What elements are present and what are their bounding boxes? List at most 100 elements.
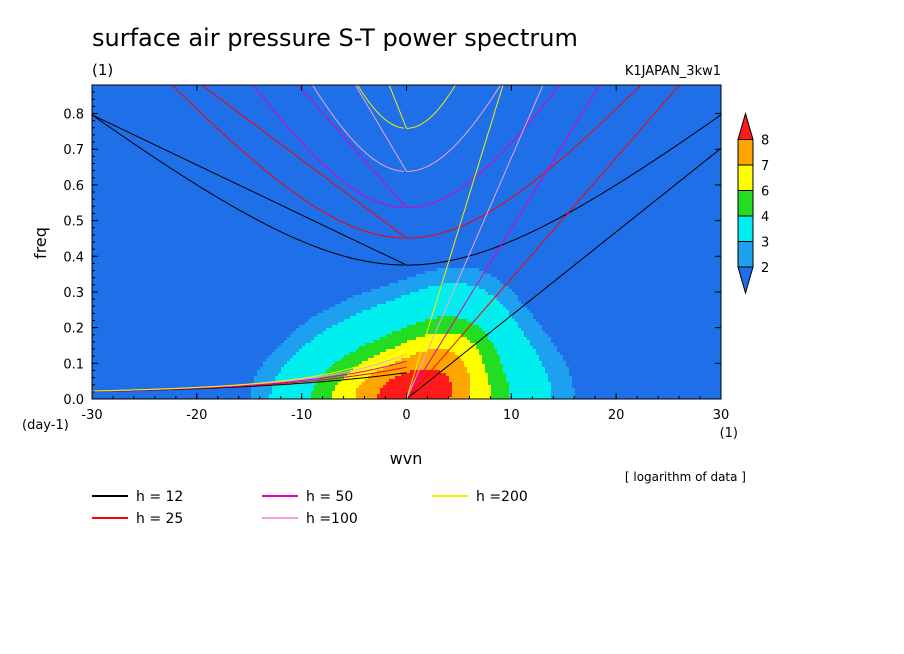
field-cell (188, 295, 192, 299)
field-cell (215, 223, 219, 227)
field-cell (176, 256, 180, 260)
field-cell (179, 280, 183, 284)
field-cell (131, 283, 135, 287)
field-cell (182, 226, 186, 230)
field-cell (182, 328, 186, 332)
field-cell (188, 388, 192, 392)
field-cell (206, 391, 210, 395)
field-cell (146, 358, 150, 362)
field-cell (137, 136, 141, 140)
field-cell (179, 331, 183, 335)
field-cell (221, 397, 225, 399)
field-cell (92, 334, 96, 338)
field-cell (233, 106, 237, 110)
field-cell (176, 124, 180, 128)
field-cell (131, 205, 135, 209)
field-cell (170, 343, 174, 347)
field-cell (188, 184, 192, 188)
field-cell (143, 223, 147, 227)
field-cell (125, 271, 129, 275)
field-cell (161, 391, 165, 395)
field-cell (200, 259, 204, 263)
field-cell (233, 94, 237, 98)
field-cell (212, 133, 216, 137)
field-cell (158, 115, 162, 119)
field-cell (116, 187, 120, 191)
field-cell (164, 328, 168, 332)
field-cell (203, 145, 207, 149)
field-cell (119, 322, 123, 326)
field-cell (221, 307, 225, 311)
field-cell (104, 334, 108, 338)
field-cell (101, 199, 105, 203)
field-cell (113, 346, 117, 350)
field-cell (191, 133, 195, 137)
field-cell (221, 367, 225, 371)
field-cell (176, 172, 180, 176)
field-cell (95, 130, 99, 134)
field-cell (152, 235, 156, 239)
field-cell (137, 355, 141, 359)
field-cell (173, 334, 177, 338)
field-cell (176, 298, 180, 302)
field-cell (173, 328, 177, 332)
field-cell (119, 265, 123, 269)
field-cell (227, 223, 231, 227)
field-cell (215, 304, 219, 308)
field-cell (155, 289, 159, 293)
field-cell (200, 214, 204, 218)
field-cell (155, 322, 159, 326)
field-cell (125, 112, 129, 116)
field-cell (140, 85, 144, 89)
field-cell (98, 373, 102, 377)
field-cell (131, 292, 135, 296)
field-cell (101, 97, 105, 101)
field-cell (191, 340, 195, 344)
field-cell (140, 307, 144, 311)
field-cell (146, 226, 150, 230)
field-cell (212, 166, 216, 170)
field-cell (221, 133, 225, 137)
field-cell (104, 88, 108, 92)
field-cell (170, 157, 174, 161)
field-cell (101, 304, 105, 308)
field-cell (146, 208, 150, 212)
field-cell (131, 88, 135, 92)
field-cell (119, 109, 123, 113)
field-cell (185, 136, 189, 140)
field-cell (155, 142, 159, 146)
field-cell (155, 337, 159, 341)
field-cell (179, 247, 183, 251)
field-cell (134, 373, 138, 377)
field-cell (182, 163, 186, 167)
field-cell (110, 142, 114, 146)
field-cell (137, 328, 141, 332)
field-cell (167, 139, 171, 143)
field-cell (215, 166, 219, 170)
field-cell (125, 397, 129, 399)
field-cell (101, 142, 105, 146)
field-cell (194, 265, 198, 269)
field-cell (158, 334, 162, 338)
field-cell (191, 388, 195, 392)
field-cell (233, 262, 237, 266)
field-cell (152, 361, 156, 365)
field-cell (230, 250, 234, 254)
field-cell (101, 238, 105, 242)
field-cell (233, 127, 237, 131)
field-cell (230, 394, 234, 398)
field-cell (164, 343, 168, 347)
field-cell (176, 121, 180, 125)
field-cell (134, 136, 138, 140)
field-cell (206, 172, 210, 176)
field-cell (152, 298, 156, 302)
field-cell (212, 247, 216, 251)
field-cell (122, 154, 126, 158)
field-cell (137, 256, 141, 260)
field-cell (227, 226, 231, 230)
field-cell (131, 379, 135, 383)
field-cell (116, 289, 120, 293)
field-cell (116, 178, 120, 182)
field-cell (191, 373, 195, 377)
field-cell (131, 331, 135, 335)
